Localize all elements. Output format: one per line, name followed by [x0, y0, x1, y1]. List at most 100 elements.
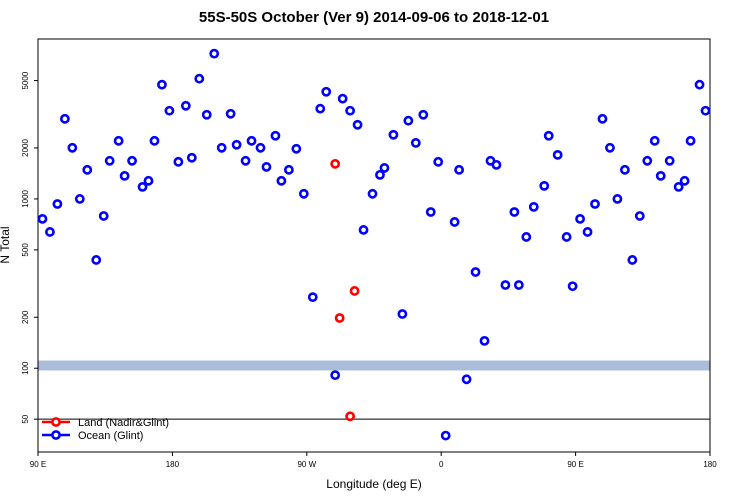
point [679, 175, 690, 186]
point [334, 313, 345, 323]
point [270, 130, 281, 141]
point [246, 135, 257, 146]
point [597, 113, 608, 124]
point [634, 211, 645, 221]
point [619, 164, 630, 175]
point [521, 232, 532, 242]
plot-frame [37, 38, 711, 453]
x-tick-label: 90 W [297, 460, 316, 469]
point [127, 155, 137, 166]
point [255, 142, 266, 153]
x-tick-label: 90 E [30, 460, 46, 469]
point [433, 156, 444, 167]
point [403, 115, 414, 126]
x-axis-label: Longitude (deg E) [326, 477, 421, 491]
point [449, 217, 460, 227]
x-tick-label: 180 [166, 460, 180, 469]
point [543, 130, 554, 141]
point [673, 181, 684, 192]
point [59, 113, 70, 124]
point [37, 213, 48, 224]
point [104, 155, 115, 166]
point [261, 162, 272, 172]
band [38, 360, 710, 371]
point [575, 213, 585, 224]
point [649, 135, 660, 146]
point [143, 175, 154, 186]
y-tick-label: 1000 [21, 189, 30, 207]
y-tick-label: 50 [21, 414, 30, 423]
point [470, 267, 481, 277]
point [164, 105, 175, 116]
y-tick-label: 500 [21, 243, 30, 257]
point [440, 430, 451, 441]
point [330, 158, 341, 169]
point [216, 142, 227, 153]
point [358, 225, 369, 235]
point [225, 108, 236, 119]
y-tick-label: 2000 [21, 138, 30, 156]
point [491, 159, 502, 170]
point [345, 411, 356, 422]
point [113, 135, 124, 146]
legend-marker [51, 430, 61, 440]
point [461, 374, 472, 385]
point [567, 281, 578, 292]
point [388, 129, 399, 140]
point [137, 181, 148, 192]
x-tick-label: 90 E [567, 460, 583, 469]
point [367, 188, 378, 199]
point [98, 211, 109, 221]
point [694, 79, 705, 90]
point [605, 142, 615, 153]
point [337, 93, 348, 104]
y-tick-label: 200 [21, 310, 30, 324]
point [119, 170, 130, 181]
point [590, 199, 600, 209]
point [582, 227, 593, 237]
y-tick-label: 100 [21, 361, 30, 375]
point [349, 286, 360, 296]
y-tick-label: 5000 [21, 71, 30, 89]
point [201, 109, 212, 120]
point [231, 139, 242, 150]
point [379, 163, 390, 173]
point [627, 255, 638, 265]
point [425, 207, 436, 217]
point [330, 370, 341, 381]
point [642, 155, 653, 166]
point [345, 105, 356, 116]
point [52, 199, 63, 209]
point [283, 164, 294, 175]
point [513, 280, 524, 290]
point [479, 335, 490, 346]
point [561, 232, 572, 242]
point [375, 169, 385, 180]
x-tick-label: 0 [439, 460, 444, 469]
point [74, 194, 85, 204]
legend-marker [51, 417, 61, 427]
legend-label: Ocean (Glint) [78, 430, 143, 442]
point [418, 109, 429, 120]
x-tick-label: 180 [703, 460, 717, 469]
point [209, 48, 220, 59]
chart-title: 55S-50S October (Ver 9) 2014-09-06 to 20… [199, 9, 549, 26]
point [298, 188, 309, 199]
point [67, 142, 78, 153]
legend-label: Land (Nadir&Glint) [78, 417, 169, 429]
point [454, 164, 465, 175]
point [149, 135, 160, 146]
point [315, 103, 326, 114]
point [552, 149, 563, 160]
point [509, 207, 520, 217]
point [194, 73, 205, 84]
point [664, 155, 675, 166]
point [307, 292, 318, 303]
point [352, 119, 363, 130]
point [82, 164, 93, 175]
point [655, 170, 666, 181]
y-axis-label: N Total [0, 226, 12, 263]
point [180, 100, 191, 111]
point [186, 152, 197, 163]
